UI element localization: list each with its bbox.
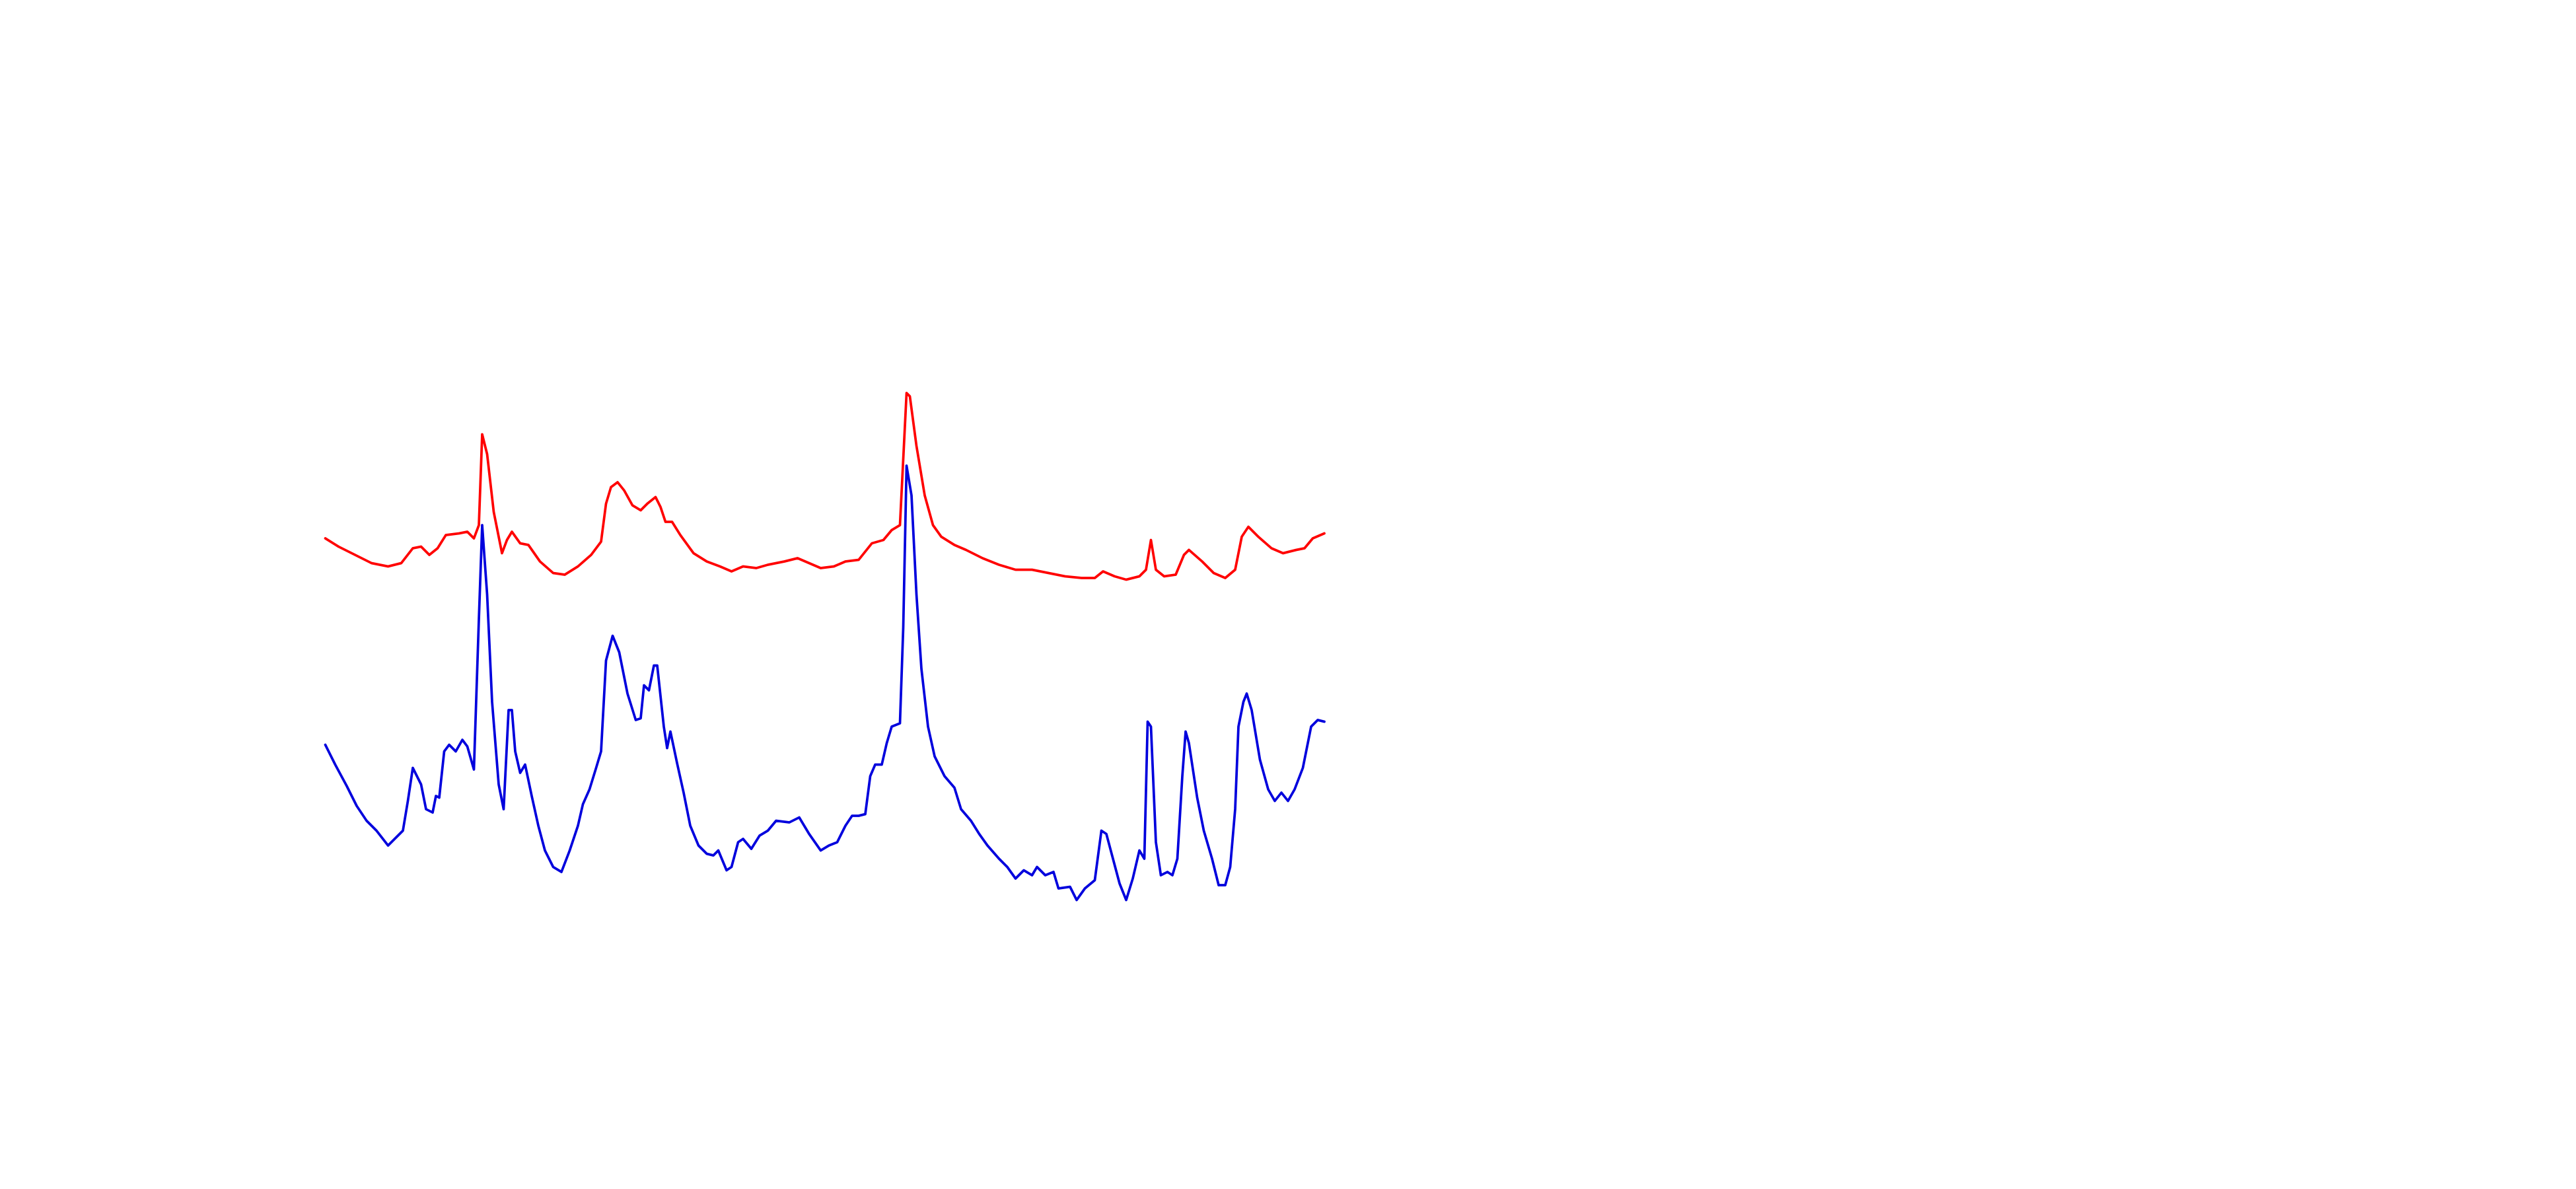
data-line [324,392,1326,581]
data-line [324,464,1326,902]
